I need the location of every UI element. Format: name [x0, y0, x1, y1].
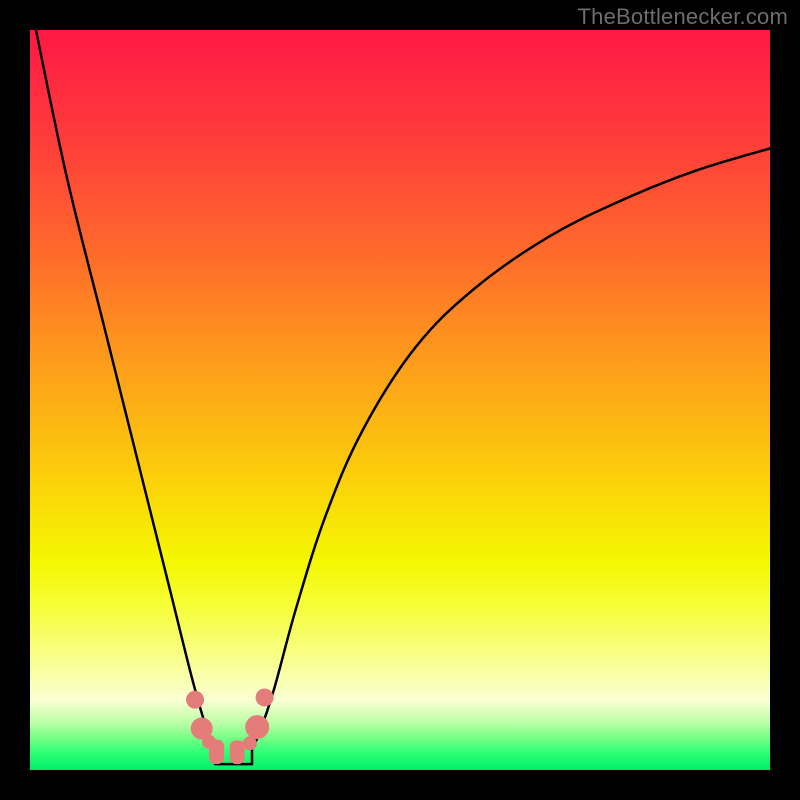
chart-stage: TheBottlenecker.com [0, 0, 800, 800]
marker-bar [209, 740, 224, 764]
chart-svg [0, 0, 800, 800]
marker-dot [186, 691, 204, 709]
watermark-text: TheBottlenecker.com [578, 4, 788, 30]
marker-dot [245, 715, 269, 739]
marker-dot [256, 688, 274, 706]
marker-bar [230, 740, 245, 764]
plot-background [30, 30, 770, 770]
